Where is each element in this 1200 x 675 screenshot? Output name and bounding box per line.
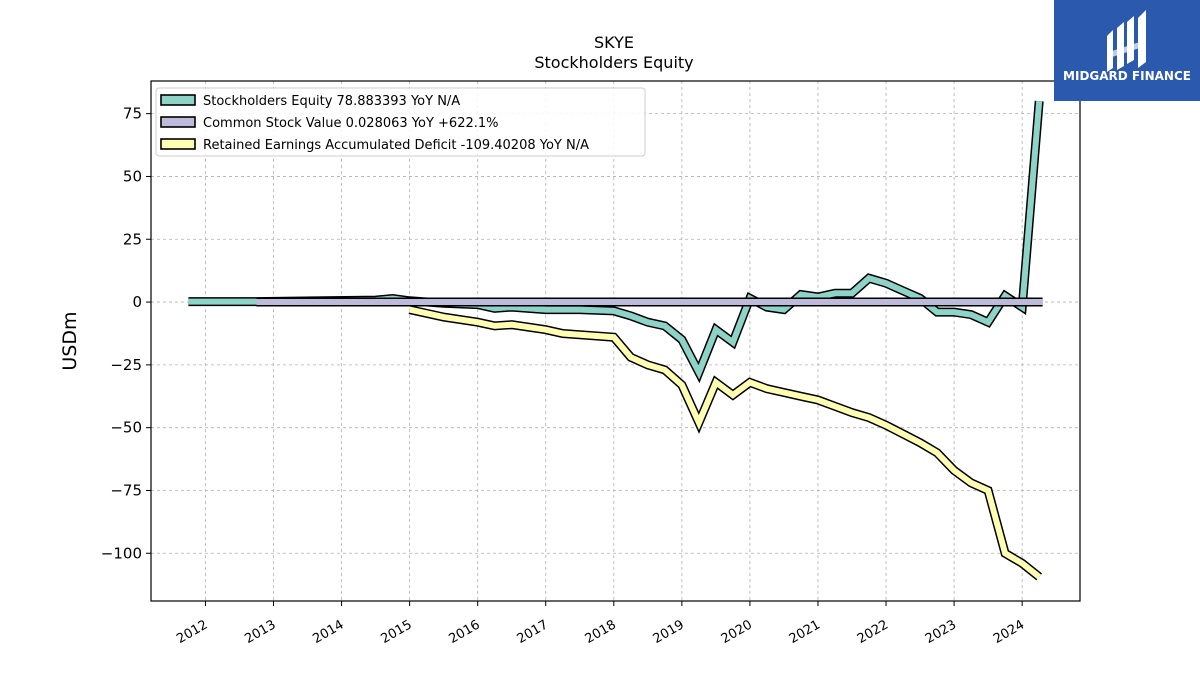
x-tick-label: 2022 — [855, 617, 891, 647]
x-tick-label: 2016 — [447, 617, 483, 647]
legend-box — [155, 87, 646, 157]
legend-item: Common Stock Value 0.028063 YoY +622.1% — [160, 116, 499, 131]
y-tick-label: 25 — [123, 230, 142, 248]
x-tick-label: 2021 — [787, 617, 823, 647]
y-axis-ticks: 75 50 25 0 −25 −50 −75 −100 — [101, 105, 151, 562]
x-tick-label: 2023 — [923, 617, 959, 647]
brand-logo: MIDGARD FINANCE — [1054, 0, 1200, 101]
legend-item: Retained Earnings Accumulated Deficit -1… — [160, 138, 589, 153]
x-tick-label: 2017 — [515, 617, 551, 647]
legend: Stockholders Equity 78.883393 YoY N/A Com… — [155, 87, 646, 157]
series-lines — [188, 100, 1044, 581]
legend-swatch — [160, 116, 196, 128]
plot-frame — [150, 80, 1081, 602]
series-line — [408, 306, 1042, 580]
logo-wordmark: MIDGARD FINANCE — [1063, 69, 1191, 83]
legend-swatch — [160, 94, 196, 106]
x-tick-label: 2018 — [583, 617, 619, 647]
x-tick-label: 2019 — [651, 617, 687, 647]
logo-mark-icon — [1107, 10, 1146, 72]
y-tick-label: −50 — [110, 419, 142, 437]
y-tick-label: 50 — [123, 167, 142, 185]
y-tick-label: −75 — [110, 481, 142, 499]
x-tick-label: 2014 — [310, 617, 346, 647]
y-tick-label: 0 — [132, 293, 142, 311]
series-2 — [408, 305, 1043, 581]
legend-item: Stockholders Equity 78.883393 YoY N/A — [160, 94, 460, 109]
x-tick-label: 2012 — [174, 617, 210, 647]
x-tick-label: 2024 — [991, 617, 1027, 647]
legend-swatch — [160, 138, 196, 150]
x-tick-label: 2015 — [378, 617, 414, 647]
legend-label: Retained Earnings Accumulated Deficit -1… — [203, 138, 589, 153]
chart-title: SKYE — [594, 33, 634, 52]
x-tick-label: 2020 — [719, 617, 755, 647]
chart-subtitle: Stockholders Equity — [534, 53, 693, 72]
y-axis-label: USDm — [59, 311, 81, 370]
y-tick-label: −100 — [101, 544, 142, 562]
x-axis-ticks: 2012 2013 2014 2015 2016 2017 2018 2019 2020 2021… — [174, 601, 1027, 647]
y-tick-label: −25 — [110, 356, 142, 374]
x-tick-label: 2013 — [242, 617, 278, 647]
legend-label: Stockholders Equity 78.883393 YoY N/A — [203, 94, 460, 109]
y-tick-label: 75 — [123, 105, 142, 123]
legend-label: Common Stock Value 0.028063 YoY +622.1% — [203, 116, 499, 131]
